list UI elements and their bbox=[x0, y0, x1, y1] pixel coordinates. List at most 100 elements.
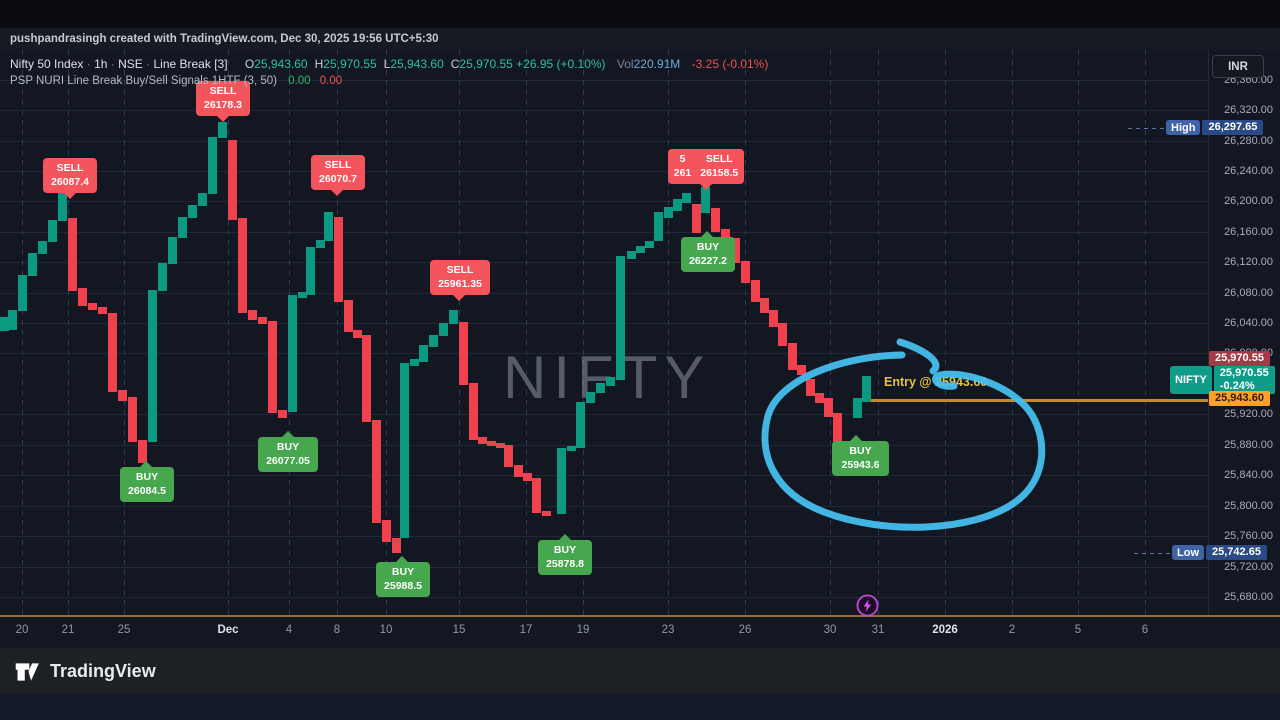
time-tick-label: 20 bbox=[15, 624, 29, 636]
vertical-gridline bbox=[1012, 50, 1013, 617]
horizontal-gridline bbox=[0, 506, 1208, 507]
down-bar bbox=[824, 397, 833, 417]
up-bar bbox=[410, 358, 419, 366]
up-bar bbox=[8, 310, 17, 330]
symbol-info-row[interactable]: Nifty 50 Index · 1h · NSE · Line Break [… bbox=[10, 57, 769, 71]
price-tick-label: 26,200.00 bbox=[1224, 195, 1273, 207]
last-price-label-value: 25,970.55 -0.24% bbox=[1213, 366, 1275, 395]
boost-lightning-icon[interactable] bbox=[856, 594, 879, 617]
price-tick-label: 25,800.00 bbox=[1224, 500, 1273, 512]
down-bar bbox=[542, 511, 551, 517]
down-bar bbox=[815, 393, 824, 403]
vertical-gridline bbox=[1145, 50, 1146, 617]
footer-bar: TradingView bbox=[0, 648, 1280, 694]
indicator-name[interactable]: PSP NURI Line Break Buy/Sell Signals 1HT… bbox=[10, 75, 277, 87]
currency-button[interactable]: INR bbox=[1212, 55, 1264, 78]
price-tick-label: 25,880.00 bbox=[1224, 439, 1273, 451]
up-bar bbox=[701, 186, 710, 213]
down-bar bbox=[98, 307, 107, 314]
time-axis[interactable]: 20 21 25 Dec 4 8 10 15 17 19 23 26 30 31 2026 2 5 6 bbox=[0, 618, 1280, 648]
timeframe[interactable]: 1h bbox=[94, 57, 108, 71]
signal-pointer bbox=[849, 428, 863, 442]
indicator-row[interactable]: PSP NURI Line Break Buy/Sell Signals 1HT… bbox=[10, 75, 342, 87]
up-bar bbox=[429, 335, 438, 347]
horizontal-gridline bbox=[0, 141, 1208, 142]
vertical-gridline bbox=[745, 50, 746, 617]
buy-signal-label: BUY 25988.5 bbox=[376, 556, 430, 598]
buy-signal-label: BUY 26084.5 bbox=[120, 461, 174, 503]
symbol-name[interactable]: Nifty 50 Index bbox=[10, 57, 84, 71]
bottom-strip bbox=[0, 694, 1280, 720]
price-tick-label: 26,040.00 bbox=[1224, 317, 1273, 329]
sell-signal-label: SELL 26087.4 bbox=[43, 158, 97, 200]
horizontal-gridline bbox=[0, 232, 1208, 233]
vertical-gridline bbox=[668, 50, 669, 617]
up-bar bbox=[218, 122, 227, 139]
price-tick-label: 25,720.00 bbox=[1224, 561, 1273, 573]
down-bar bbox=[238, 218, 247, 314]
down-bar bbox=[711, 208, 720, 232]
signal-pointer bbox=[558, 527, 572, 541]
down-bar bbox=[496, 443, 505, 448]
up-bar bbox=[400, 362, 409, 538]
time-tick-label: 15 bbox=[452, 624, 466, 636]
time-tick-label: 17 bbox=[519, 624, 533, 636]
time-tick-label: 10 bbox=[379, 624, 393, 636]
up-bar bbox=[38, 240, 47, 254]
low-price-label-chip: Low bbox=[1172, 545, 1204, 561]
up-bar bbox=[673, 199, 682, 212]
horizontal-gridline bbox=[0, 567, 1208, 568]
up-bar bbox=[627, 250, 636, 260]
down-bar bbox=[78, 288, 87, 307]
tradingview-logo[interactable]: TradingView bbox=[13, 657, 156, 686]
up-bar bbox=[168, 237, 177, 264]
time-tick-label: 2026 bbox=[932, 624, 958, 636]
buy-signal-label: BUY 26227.2 bbox=[681, 231, 735, 273]
down-bar bbox=[278, 409, 287, 419]
entry-price-axis-label: 25,943.60 bbox=[1209, 391, 1270, 407]
time-tick-label: 26 bbox=[738, 624, 752, 636]
price-change: +26.95 (+0.10%) bbox=[516, 57, 606, 71]
signal-pointer bbox=[700, 224, 714, 238]
down-bar bbox=[118, 390, 127, 401]
signal-pointer bbox=[699, 183, 713, 197]
price-tick-label: 26,160.00 bbox=[1224, 226, 1273, 238]
horizontal-gridline bbox=[0, 445, 1208, 446]
down-bar bbox=[523, 472, 532, 482]
vertical-gridline bbox=[1078, 50, 1079, 617]
up-bar bbox=[636, 246, 645, 254]
price-tick-label: 26,120.00 bbox=[1224, 256, 1273, 268]
down-bar bbox=[469, 383, 478, 441]
down-bar bbox=[362, 335, 371, 422]
up-bar bbox=[862, 375, 871, 403]
up-bar bbox=[576, 402, 585, 448]
up-bar bbox=[606, 377, 615, 387]
attribution-text: pushpandrasingh created with TradingView… bbox=[10, 33, 439, 45]
time-tick-label: 21 bbox=[61, 624, 75, 636]
price-tick-label: 26,240.00 bbox=[1224, 165, 1273, 177]
price-axis[interactable]: 26,360.00 26,320.00 26,280.00 26,240.00 26,2… bbox=[1208, 50, 1280, 617]
last-price-label: NIFTY 25,970.55 -0.24% bbox=[1170, 366, 1275, 395]
up-bar bbox=[316, 240, 325, 248]
down-bar bbox=[514, 465, 523, 477]
up-bar bbox=[18, 275, 27, 311]
down-bar bbox=[459, 322, 468, 385]
down-bar bbox=[778, 323, 787, 346]
up-bar bbox=[0, 316, 9, 331]
down-bar bbox=[138, 440, 147, 464]
up-bar bbox=[288, 294, 297, 413]
high-low-dashed-line bbox=[1128, 128, 1168, 129]
tradingview-logo-icon bbox=[15, 662, 39, 681]
down-bar bbox=[504, 444, 513, 467]
down-bar bbox=[88, 303, 97, 311]
buy-signal-label: BUY 25878.8 bbox=[538, 534, 592, 576]
ask-price-label-value: 25,970.55 bbox=[1209, 351, 1270, 367]
signal-pointer bbox=[395, 549, 409, 563]
up-bar bbox=[682, 192, 691, 203]
ask-price-label: 25,970.55 bbox=[1209, 351, 1270, 367]
vertical-gridline bbox=[583, 50, 584, 617]
chart-type[interactable]: Line Break [3] bbox=[153, 57, 228, 71]
vertical-gridline bbox=[22, 50, 23, 617]
exchange: NSE bbox=[118, 57, 143, 71]
